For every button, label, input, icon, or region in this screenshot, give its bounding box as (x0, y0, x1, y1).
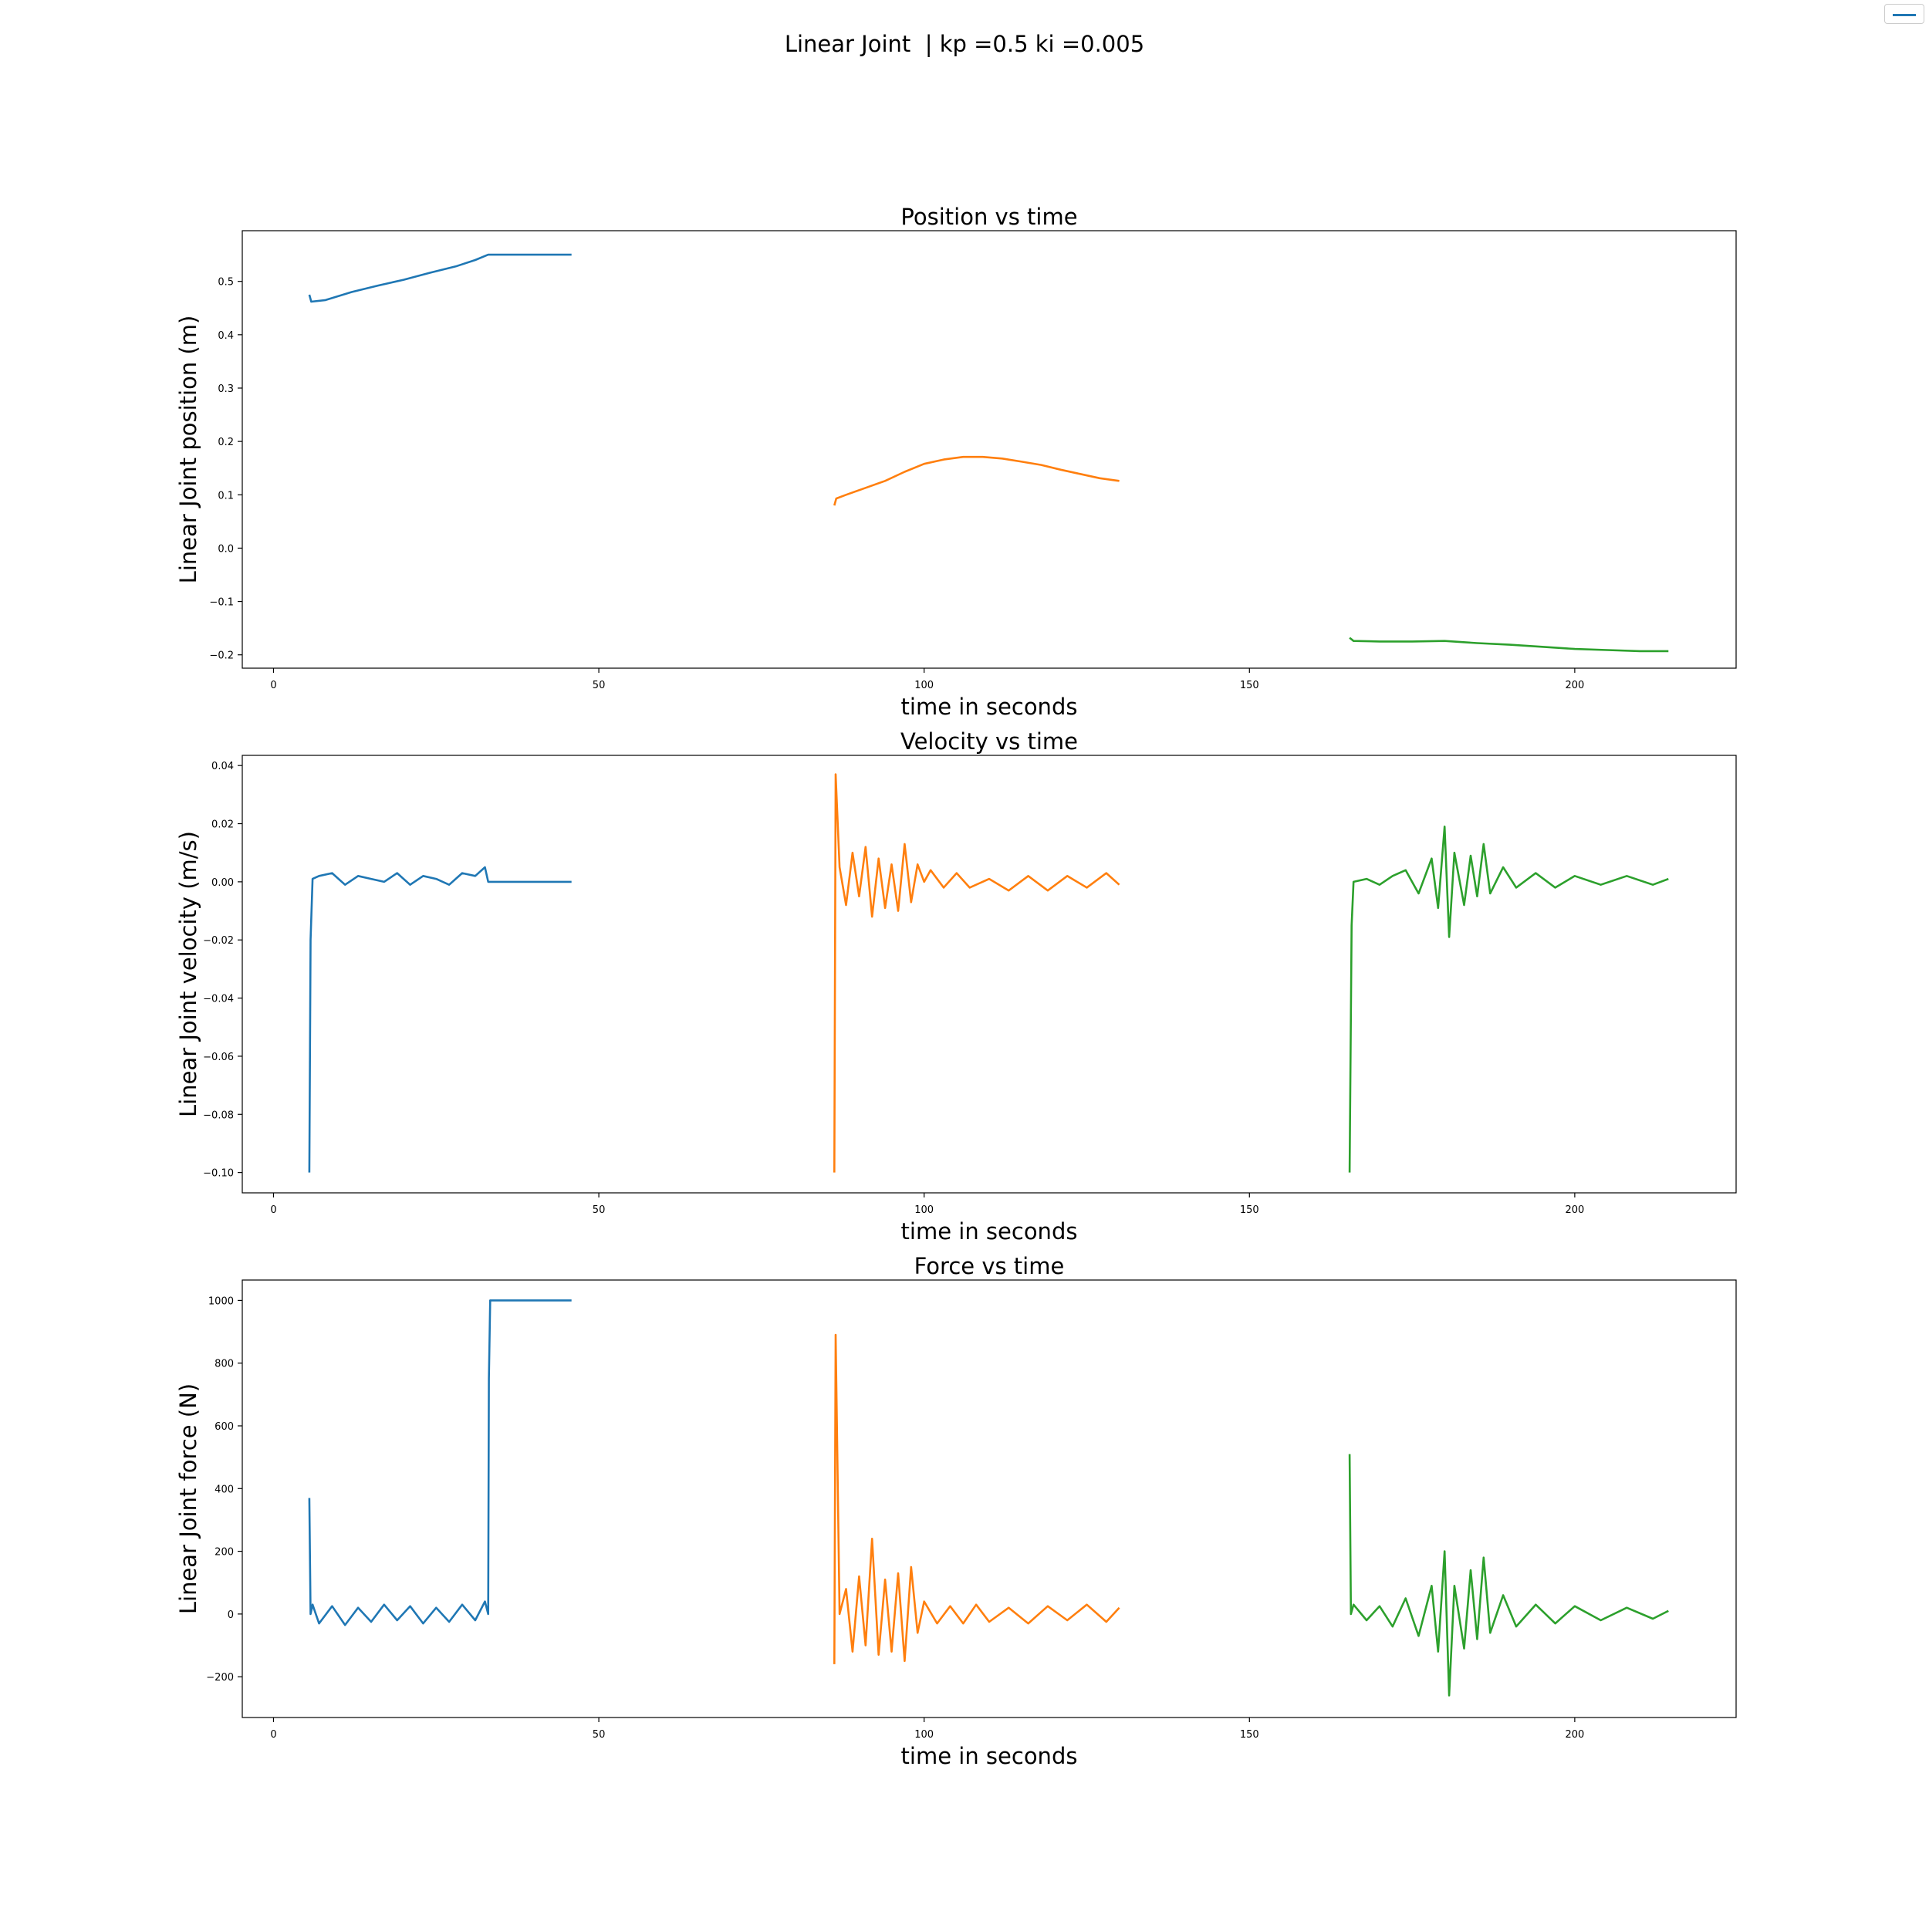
figure-suptitle: Linear Joint | kp =0.5 ki =0.005 (784, 31, 1145, 57)
chart-2-xtick-label-0: 0 (270, 1204, 276, 1216)
chart-2-ytick-label-5: 0.00 (211, 877, 234, 889)
chart-2-xtick-label-4: 200 (1565, 1204, 1584, 1216)
chart-3-ytick-label-3: 400 (215, 1484, 234, 1495)
chart-2-xtick-label-2: 100 (914, 1204, 934, 1216)
chart-2-series-1-line (308, 866, 572, 1173)
chart-2-ytick-label-2: −0.06 (203, 1052, 234, 1063)
chart-1-xtick-label-2: 100 (914, 680, 934, 691)
chart-2-series-2-line (833, 773, 1120, 1173)
chart-1-xtick-label-1: 50 (593, 680, 606, 691)
chart-3-ytick-label-6: 1000 (208, 1295, 234, 1307)
chart-3-ytick-label-4: 600 (215, 1421, 234, 1433)
chart-3: 0 50 100 150 200 −200 0 200 400 600 800 1000 Force v… (175, 1253, 1737, 1769)
chart-1-ytick-label-3: 0.1 (218, 490, 234, 502)
chart-1-ytick-label-2: 0.0 (218, 543, 234, 555)
chart-3-axes-frame (242, 1279, 1737, 1718)
chart-1-ytick-label-5: 0.3 (218, 383, 234, 395)
chart-3-ytick-label-0: −200 (206, 1672, 234, 1684)
chart-3-series-3-line (1348, 1454, 1669, 1697)
chart-1-ytick-label-1: −0.1 (209, 597, 234, 609)
chart-2-xtick-label-3: 150 (1240, 1204, 1259, 1216)
chart-1-xtick-label-4: 200 (1565, 680, 1584, 691)
chart-3-ytick-label-2: 200 (215, 1547, 234, 1559)
chart-2-xtick-label-1: 50 (593, 1204, 606, 1216)
chart-3-series-2-line (833, 1333, 1120, 1664)
chart-2-title: Velocity vs time (900, 728, 1078, 755)
chart-1-ytick-label-0: −0.2 (209, 650, 234, 662)
chart-2-ytick-label-0: −0.10 (203, 1168, 234, 1180)
chart-3-xtick-label-1: 50 (593, 1729, 606, 1741)
chart-2-xlabel: time in seconds (901, 1218, 1078, 1245)
chart-1-xtick-label-0: 0 (270, 680, 276, 691)
chart-1-series-1-line (308, 253, 572, 303)
chart-1-axes-frame (242, 230, 1737, 669)
chart-1-ytick-label-4: 0.2 (218, 437, 234, 448)
chart-1-ylabel: Linear Joint position (m) (175, 316, 201, 584)
chart-3-series-1-line (308, 1299, 572, 1626)
figure-legend (1884, 4, 1924, 24)
chart-2-ytick-label-4: −0.02 (203, 935, 234, 947)
chart-1: 0 50 100 150 200 −0.2 −0.1 0.0 0.1 0.2 0.3 0.4 0.5 Po… (175, 204, 1737, 720)
chart-2-ytick-label-1: −0.08 (203, 1110, 234, 1121)
chart-3-xtick-label-3: 150 (1240, 1729, 1259, 1741)
chart-1-ytick-label-7: 0.5 (218, 277, 234, 289)
chart-3-title: Force vs time (914, 1253, 1065, 1279)
chart-2-ytick-label-3: −0.04 (203, 994, 234, 1005)
chart-3-ylabel: Linear Joint force (N) (175, 1383, 201, 1614)
chart-3-xtick-label-0: 0 (270, 1729, 276, 1741)
legend-line-blue (1893, 14, 1916, 16)
chart-3-ytick-label-5: 800 (215, 1359, 234, 1370)
chart-2: 0 50 100 150 200 −0.10 −0.08 −0.06 −0.04 −0.02 0.0… (175, 728, 1737, 1245)
chart-2-axes-frame (242, 755, 1737, 1194)
chart-2-ytick-label-7: 0.04 (211, 761, 234, 772)
chart-1-series-2-line (833, 455, 1120, 506)
chart-3-xtick-label-4: 200 (1565, 1729, 1584, 1741)
chart-1-xtick-label-3: 150 (1240, 680, 1259, 691)
chart-3-xtick-label-2: 100 (914, 1729, 934, 1741)
chart-2-series-3-line (1348, 826, 1669, 1173)
chart-2-ylabel: Linear Joint velocity (m/s) (175, 831, 201, 1117)
chart-3-ytick-label-1: 0 (228, 1609, 234, 1621)
chart-3-xlabel: time in seconds (901, 1743, 1078, 1769)
chart-2-ytick-label-6: 0.02 (211, 819, 234, 831)
chart-1-xlabel: time in seconds (901, 694, 1078, 720)
chart-1-ytick-label-6: 0.4 (218, 330, 234, 342)
chart-1-series-3-line (1349, 637, 1669, 653)
chart-1-title: Position vs time (900, 204, 1077, 230)
